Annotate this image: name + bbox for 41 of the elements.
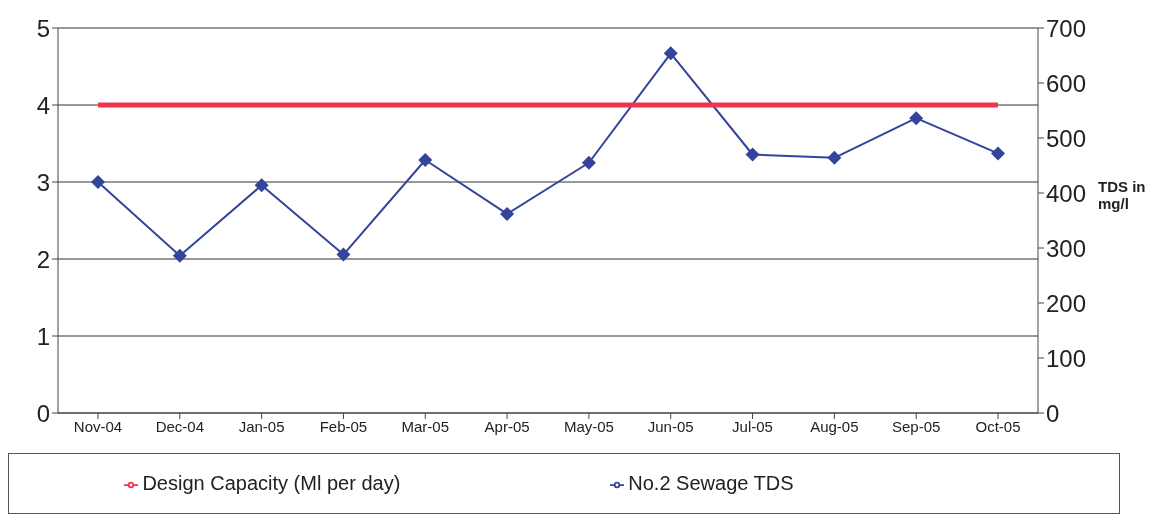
- x-tick-label: Jun-05: [647, 417, 694, 435]
- point: [336, 247, 351, 262]
- point: [663, 46, 678, 61]
- x-tick-label: May-05: [563, 417, 614, 435]
- point: [827, 150, 842, 165]
- y2-tick-label: 500: [1046, 124, 1087, 152]
- y2-axis-title: TDS in mg/l: [1098, 178, 1147, 212]
- y2-tick-label: 700: [1046, 14, 1087, 42]
- point: [172, 248, 187, 263]
- point: [991, 146, 1005, 161]
- x-tick-label: Sep-05: [891, 417, 941, 435]
- y2-tick-label: 0: [1046, 399, 1060, 427]
- x-tick-label: Mar-05: [401, 417, 450, 435]
- point: [418, 153, 433, 167]
- y-tick-label: 1: [36, 322, 50, 350]
- legend-label: No.2 Sewage TDS: [628, 472, 794, 494]
- x-tick-label: Oct-05: [975, 417, 1021, 435]
- point: [581, 155, 596, 170]
- y2-tick-label: 100: [1046, 344, 1087, 372]
- y-tick-label: 5: [36, 14, 50, 42]
- y2-tick-label: 400: [1046, 179, 1087, 207]
- point: [254, 178, 269, 193]
- x-tick-label: Feb-05: [319, 417, 368, 435]
- point: [909, 111, 924, 126]
- x-tick-label: Dec-04: [155, 417, 204, 435]
- x-tick-label: Jan-05: [238, 417, 285, 435]
- y2-tick-label: 200: [1046, 289, 1087, 317]
- point: [91, 175, 105, 189]
- x-tick-label: Aug-05: [810, 417, 859, 435]
- y-tick-label: 4: [36, 91, 50, 119]
- legend-label: Design Capacity (Ml per day): [142, 472, 401, 494]
- x-tick-label: Apr-05: [484, 417, 530, 435]
- point: [500, 206, 515, 221]
- y-tick-label: 0: [36, 399, 50, 427]
- point: [745, 147, 760, 162]
- y2-tick-label: 600: [1046, 69, 1087, 97]
- x-tick-label: Jul-05: [732, 417, 773, 435]
- y2-tick-label: 300: [1046, 234, 1087, 262]
- y-tick-label: 3: [36, 168, 50, 196]
- y-tick-label: 2: [36, 245, 50, 273]
- x-tick-label: Nov-04: [73, 417, 123, 435]
